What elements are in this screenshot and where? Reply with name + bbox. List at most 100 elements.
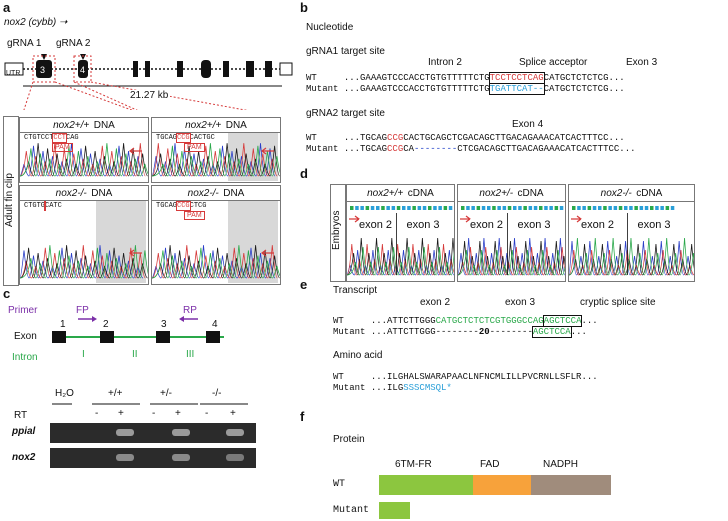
- cdna-trace: [347, 206, 454, 276]
- panel-e-letter: e: [300, 277, 308, 292]
- rt-mark: +: [230, 408, 236, 419]
- exon-block: [145, 61, 150, 77]
- exon-block: [133, 61, 138, 77]
- cdna-chromatogram-box: nox2+/- cDNA exon 2 exon 3: [457, 184, 566, 282]
- pam-label: PAM: [52, 143, 73, 152]
- arrow-right-icon: ➝: [59, 17, 68, 28]
- site2-wt-row: WT ...TGCAGCCGCACTGCAGCTCGACAGCTTGACAGAA…: [306, 133, 625, 143]
- primer-label: Primer: [8, 305, 38, 316]
- rp-label: RP: [183, 305, 197, 316]
- red-arrow-icon: [261, 147, 274, 155]
- red-arrow-icon: [571, 215, 582, 223]
- gene-structure-diagram: 3 4: [4, 54, 293, 110]
- fp-label: FP: [76, 305, 89, 316]
- embryos-side-box: [330, 184, 346, 282]
- exon-block: [201, 60, 211, 78]
- site1-wt-boxed: TCCTCCTCAG: [488, 72, 545, 84]
- chromatogram-sequence: TGCAGCCGCACTGC: [156, 133, 215, 143]
- chromatogram-trace: [20, 201, 148, 283]
- aa-wt-row: WT ...ILGHALSWARAPAACLNFNCMLILLPVCRNLLSF…: [333, 372, 598, 382]
- svg-text:4: 4: [80, 65, 85, 75]
- red-arrow-icon: [129, 249, 142, 257]
- red-arrow-icon: [349, 215, 360, 223]
- panel-b-letter: b: [300, 0, 308, 15]
- gene-nox2: nox2: [12, 452, 36, 463]
- protein-mutant-label: Mutant: [333, 505, 370, 516]
- red-arrow-icon: [261, 249, 274, 257]
- pam-label: PAM: [184, 211, 205, 220]
- domain-bar-fad: [473, 475, 531, 495]
- exon-box-4: [206, 331, 220, 343]
- exon2-label-d: exon 2: [581, 219, 615, 231]
- cdna-trace: [569, 206, 694, 276]
- transcript-mut-row: Mutant ...ATTCTTGGG--------20--------AGC…: [333, 326, 587, 338]
- chromatogram-sequence: CTGTGCATC: [24, 202, 62, 210]
- transcript-wt-row: WT ...ATTCTTGGGCATGCTCTCTCGTGGGCCAGAGCTC…: [333, 315, 598, 327]
- rt-mark: +: [175, 408, 181, 419]
- gel-header-wt: +/+: [108, 388, 123, 399]
- gel-nox2: [50, 448, 256, 468]
- exon-number-2: 2: [103, 319, 109, 330]
- intron-row-label: Intron: [12, 352, 38, 363]
- red-arrow-icon: [460, 215, 471, 223]
- exon-block: [36, 60, 52, 78]
- chromatogram-trace: [152, 201, 280, 283]
- intron-number-3: III: [186, 349, 195, 360]
- utr-box-3: [279, 62, 293, 76]
- cryptic-site-label: cryptic splice site: [580, 297, 656, 308]
- exon3-label-d: exon 3: [517, 219, 551, 231]
- intron2-label: Intron 2: [428, 57, 462, 68]
- panel-d-letter: d: [300, 166, 308, 181]
- domain-bar-tm: [379, 475, 473, 495]
- chromatogram-box: nox2-/- DNA TGCAGCCGCTCG PAM: [151, 185, 281, 285]
- exon3-label-d: exon 3: [406, 219, 440, 231]
- exon-box-2: [100, 331, 114, 343]
- rt-mark: -: [205, 408, 209, 419]
- red-arrow-icon: [129, 147, 142, 155]
- panel-f-letter: f: [300, 409, 305, 424]
- domain-label-nadph: NADPH: [543, 459, 579, 470]
- scale-label: 21.27 kb: [128, 90, 171, 101]
- grna1-label: gRNA 1: [7, 38, 42, 49]
- cryptic-box-wt: AGCTCCA: [542, 315, 583, 327]
- panel-c-letter: c: [3, 286, 11, 301]
- exon2-label-d: exon 2: [359, 219, 393, 231]
- exon-number-1: 1: [60, 319, 66, 330]
- gel-header-het: +/-: [160, 388, 172, 399]
- adult-fin-clip-side-box: [3, 116, 19, 286]
- chromatogram-trace: [20, 143, 148, 177]
- grna2-marker-icon: [80, 54, 86, 60]
- site2-title: gRNA2 target site: [306, 108, 385, 119]
- nucleotide-heading: Nucleotide: [306, 22, 354, 33]
- chromatogram-box: nox2+/+ DNA TGCAGCCGCACTGC PAM: [151, 117, 281, 183]
- intron-number-1: I: [82, 349, 85, 360]
- exon-block: [78, 60, 88, 78]
- gel-header-h2o: H₂O: [55, 388, 74, 399]
- protein-wt-label: WT: [333, 479, 346, 490]
- splice-acceptor-label: Splice acceptor: [519, 57, 588, 68]
- exon-number-3: 3: [161, 319, 167, 330]
- rt-label: RT: [14, 410, 28, 421]
- gene-name: nox2 (cybb) ➝: [4, 17, 68, 28]
- panel-a-letter: a: [3, 0, 11, 15]
- domain-label-tm: 6TM-FR: [395, 459, 432, 470]
- domain-bar-mutant: [379, 502, 410, 519]
- fp-arrow-icon: [92, 316, 97, 322]
- pam-label: PAM: [184, 143, 205, 152]
- exon2-label-e: exon 2: [420, 297, 451, 308]
- site1-title: gRNA1 target site: [306, 46, 385, 57]
- gel-ppial: [50, 423, 256, 443]
- exon-number-4: 4: [212, 319, 218, 330]
- exon3-label-e: exon 3: [505, 297, 536, 308]
- domain-bar-nadph: [531, 475, 611, 495]
- exon4-label: Exon 4: [512, 119, 544, 130]
- svg-text:3: 3: [40, 65, 45, 75]
- exon-row-label: Exon: [14, 331, 37, 342]
- exon-block: [265, 61, 272, 77]
- cdna-chromatogram-box: nox2+/+ cDNA exon 2 exon 3: [346, 184, 455, 282]
- intron-number-2: II: [132, 349, 138, 360]
- site1-wt-row: WT ...GAAAGTCCCACCTGTGTTTTTCTGTCCTCCTCAG…: [306, 72, 625, 84]
- utr-label: UTR: [6, 70, 21, 77]
- chromatogram-trace: [152, 133, 280, 181]
- site1-mut-row: Mutant ...GAAAGTCCCACCTGTGTTTTTCTGTGATTC…: [306, 83, 625, 95]
